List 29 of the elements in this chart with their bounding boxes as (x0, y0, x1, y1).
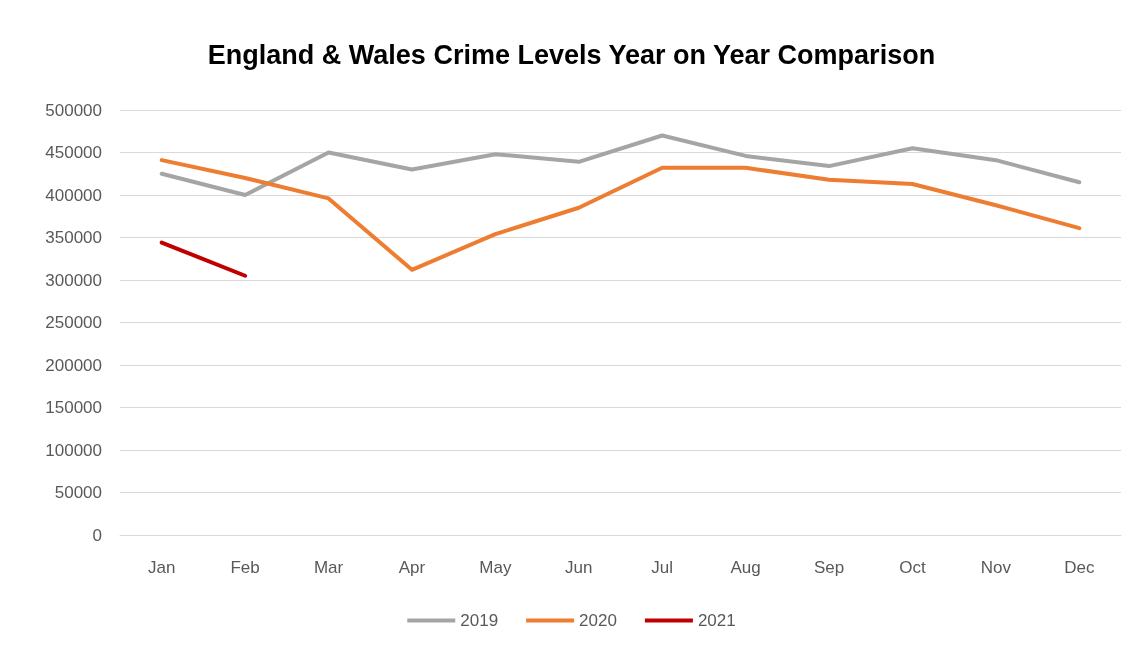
y-tick-label: 50000 (54, 483, 102, 502)
x-tick-label: May (479, 558, 512, 577)
y-tick-label: 350000 (45, 228, 102, 247)
x-tick-label: Dec (1064, 558, 1095, 577)
chart-title: England & Wales Crime Levels Year on Year Comparison (207, 39, 936, 70)
y-tick-label: 100000 (45, 440, 102, 460)
x-tick-label: Nov (980, 558, 1012, 577)
x-tick-label: Mar (313, 558, 344, 577)
legend-label: 2019 (460, 611, 499, 630)
x-tick-label: Jan (148, 558, 176, 577)
y-tick-label: 0 (92, 525, 102, 545)
y-tick-label: 300000 (45, 270, 102, 290)
y-tick-label: 200000 (45, 355, 102, 375)
legend-label: 2020 (579, 611, 617, 630)
y-tick-label: 400000 (45, 185, 102, 205)
y-tick-label: 500000 (45, 100, 102, 120)
x-tick-label: Feb (230, 558, 260, 577)
x-tick-label: Oct (899, 558, 926, 577)
x-tick-label: Sep (813, 558, 845, 577)
y-tick-label: 250000 (45, 313, 102, 332)
legend-label: 2021 (697, 611, 736, 630)
x-tick-label: Jul (651, 558, 674, 577)
line-series (159, 133, 1082, 197)
x-tick-label: Apr (398, 558, 426, 577)
y-tick-label: 150000 (45, 398, 102, 417)
x-tick-label: Aug (730, 558, 761, 577)
y-tick-label: 450000 (45, 143, 102, 162)
x-tick-label: Jun (565, 558, 593, 577)
line-series (159, 158, 1082, 272)
